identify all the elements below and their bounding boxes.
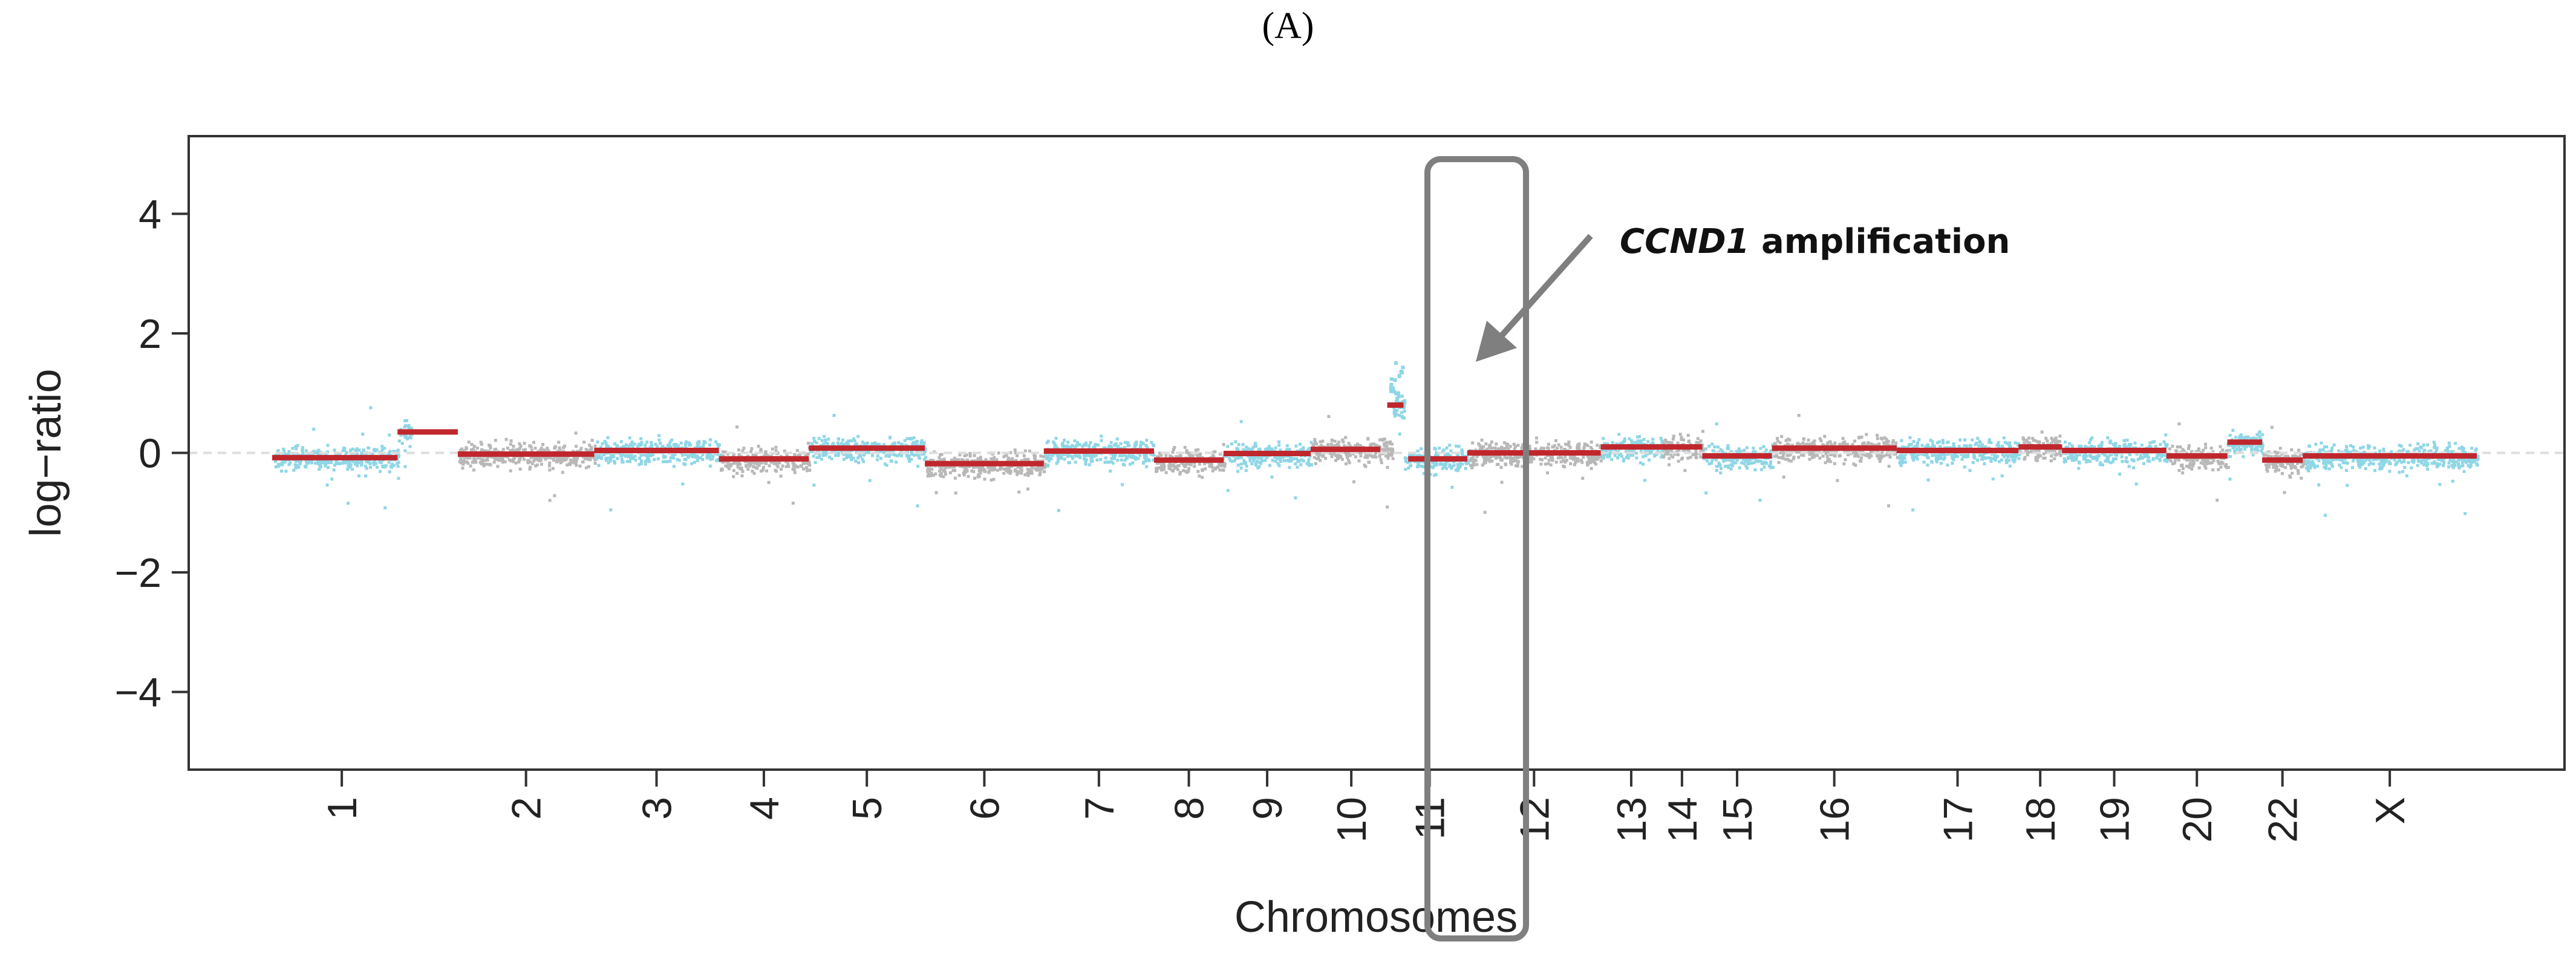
points-chr-7: [1044, 434, 1157, 512]
points-chr-16: [1772, 414, 1899, 508]
y-tick-label: 2: [139, 311, 161, 357]
points-chr-15: [1702, 422, 1775, 502]
x-tick-label-chr-19: 19: [2092, 797, 2137, 843]
x-tick-label-chr-10: 10: [1329, 797, 1375, 843]
y-tick-label: 0: [139, 431, 161, 477]
points-chr-13: [1600, 433, 1665, 482]
points-chr-11: [1392, 391, 1470, 489]
points-chr-2: [458, 431, 597, 502]
panel-label: (A): [1262, 5, 1314, 47]
x-tick-label-chr-2: 2: [504, 797, 550, 820]
points-chr-5: [809, 414, 928, 508]
x-tick-label-chr-9: 9: [1245, 797, 1291, 820]
x-tick-label-chr-14: 14: [1660, 797, 1706, 843]
x-tick-label-chr-15: 15: [1715, 797, 1761, 843]
amplification-points: [1389, 361, 1405, 401]
x-tick-label-chr-7: 7: [1077, 797, 1123, 820]
x-tick-label-chr-22: 22: [2260, 797, 2306, 843]
y-axis: 4 2 0 −2 −4: [114, 191, 189, 716]
x-axis: 1 2 3 4 5 6 7 8 9 10 11 12 13 14 15 16 17 18 19 20 22 X: [319, 770, 2413, 843]
points-chr-14: [1662, 430, 1705, 473]
y-tick-label: 4: [139, 191, 161, 237]
y-tick-label: −4: [114, 670, 161, 716]
x-tick-label-chr-12: 12: [1511, 797, 1557, 843]
points-chr-4: [719, 425, 812, 505]
x-tick-label-chr-17: 17: [1935, 797, 1981, 843]
amplification-label: amplification: [1750, 222, 2010, 261]
x-tick-label-chr-20: 20: [2174, 797, 2220, 843]
x-tick-label-chr-18: 18: [2018, 797, 2064, 843]
points-chr-19: [2062, 433, 2170, 486]
segment-lines: [272, 402, 2477, 467]
points-chr-6: [925, 448, 1047, 495]
points-chr-21: [2227, 428, 2265, 481]
points-chr-17: [1897, 436, 2021, 512]
y-axis-title: log−ratio: [22, 368, 70, 537]
probe-points: [274, 361, 2480, 517]
x-tick-label-chr-1: 1: [319, 797, 365, 820]
x-tick-label-chr-13: 13: [1609, 797, 1655, 843]
points-chr-9: [1224, 420, 1313, 500]
ccnd1-annotation: CCND1 amplification: [1620, 222, 2010, 261]
arrow-shaft: [1496, 234, 1593, 341]
x-tick-label-chr-6: 6: [962, 797, 1008, 820]
points-chr-10: [1311, 414, 1395, 509]
chromosome-11-highlight-box: [1424, 156, 1529, 941]
x-tick-label-chr-3: 3: [634, 797, 680, 820]
y-tick-label: −2: [114, 550, 161, 596]
x-tick-label-chr-16: 16: [1812, 797, 1858, 843]
x-tick-label-chr-X: X: [2367, 797, 2413, 824]
points-chr-20: [2167, 422, 2230, 502]
annotation-arrow: [1476, 234, 1593, 362]
x-tick-label-chr-4: 4: [742, 797, 787, 820]
x-tick-label-chr-5: 5: [844, 797, 890, 820]
x-axis-title: Chromosomes: [1234, 893, 1518, 941]
ccnd1-gene-name: CCND1: [1620, 222, 1750, 261]
points-chr-3: [594, 434, 722, 512]
points-chr-12: [1467, 436, 1604, 514]
x-tick-label-chr-8: 8: [1167, 797, 1213, 820]
arrow-head: [1476, 321, 1517, 362]
